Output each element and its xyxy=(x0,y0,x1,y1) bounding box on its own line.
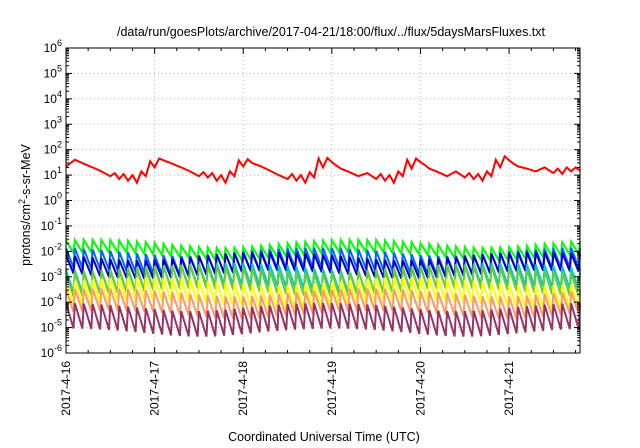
y-tick-exponent: 2 xyxy=(57,140,62,150)
x-tick-label: 2017-4-16 xyxy=(59,361,73,416)
y-tick-exponent: -2 xyxy=(54,241,62,251)
y-tick-base: 10 xyxy=(41,295,55,309)
y-tick-exponent: -1 xyxy=(54,216,62,226)
y-tick-label: 10-2 xyxy=(41,241,62,258)
y-tick-exponent: -5 xyxy=(54,318,62,328)
y-tick-base: 10 xyxy=(44,66,58,80)
x-tick-label: 2017-4-21 xyxy=(502,361,516,416)
y-tick-label: 105 xyxy=(44,63,62,80)
y-tick-base: 10 xyxy=(41,346,55,360)
x-tick-label: 2017-4-17 xyxy=(148,361,162,416)
y-tick-label: 10-6 xyxy=(41,343,62,360)
y-tick-base: 10 xyxy=(44,117,58,131)
y-tick-exponent: 6 xyxy=(57,38,62,48)
series-line xyxy=(65,154,581,186)
y-tick-label: 106 xyxy=(44,38,62,55)
y-axis-title-sup: 2 xyxy=(17,199,27,204)
y-tick-exponent: 5 xyxy=(57,63,62,73)
series-line xyxy=(65,302,581,337)
y-tick-exponent: 1 xyxy=(57,165,62,175)
y-tick-label: 10-1 xyxy=(41,216,62,233)
y-tick-label: 10-4 xyxy=(41,292,62,309)
y-tick-exponent: 4 xyxy=(57,89,62,99)
y-axis-title-pre: protons/cm xyxy=(19,204,33,266)
y-tick-base: 10 xyxy=(44,194,58,208)
y-tick-label: 102 xyxy=(44,140,62,157)
x-ticks: 2017-4-16 2017-4-17 2017-4-18 2017-4-19 2017… xyxy=(59,48,577,416)
plot-series xyxy=(65,154,581,337)
x-axis-title: Coordinated Universal Time (UTC) xyxy=(228,430,420,444)
y-tick-label: 100 xyxy=(44,191,62,208)
y-tick-base: 10 xyxy=(44,41,58,55)
y-tick-label: 103 xyxy=(44,114,62,131)
y-tick-label: 10-3 xyxy=(41,267,62,284)
series-line xyxy=(65,236,581,264)
y-ticks: 10-610-510-410-310-210-11001011021031041… xyxy=(41,38,580,360)
y-tick-exponent: -6 xyxy=(54,343,62,353)
y-tick-exponent: -4 xyxy=(54,292,62,302)
y-tick-exponent: 0 xyxy=(57,191,62,201)
y-tick-base: 10 xyxy=(44,92,58,106)
y-axis-title: protons/cm2-s-sr-MeV xyxy=(17,143,33,265)
y-tick-label: 104 xyxy=(44,89,62,106)
x-tick-label: 2017-4-18 xyxy=(236,361,250,416)
y-axis-title-post: -s-sr-MeV xyxy=(19,143,33,199)
y-tick-label: 10-5 xyxy=(41,318,62,335)
chart-title: /data/run/goesPlots/archive/2017-04-21/1… xyxy=(117,25,546,39)
y-tick-base: 10 xyxy=(44,168,58,182)
x-tick-label: 2017-4-19 xyxy=(325,361,339,416)
y-tick-exponent: 3 xyxy=(57,114,62,124)
y-tick-base: 10 xyxy=(44,143,58,157)
y-tick-label: 101 xyxy=(44,165,62,182)
y-tick-base: 10 xyxy=(41,244,55,258)
x-tick-label: 2017-4-20 xyxy=(413,361,427,416)
y-tick-exponent: -3 xyxy=(54,267,62,277)
y-tick-base: 10 xyxy=(41,219,55,233)
y-tick-base: 10 xyxy=(41,321,55,335)
series-line xyxy=(65,288,581,320)
y-tick-base: 10 xyxy=(41,270,55,284)
